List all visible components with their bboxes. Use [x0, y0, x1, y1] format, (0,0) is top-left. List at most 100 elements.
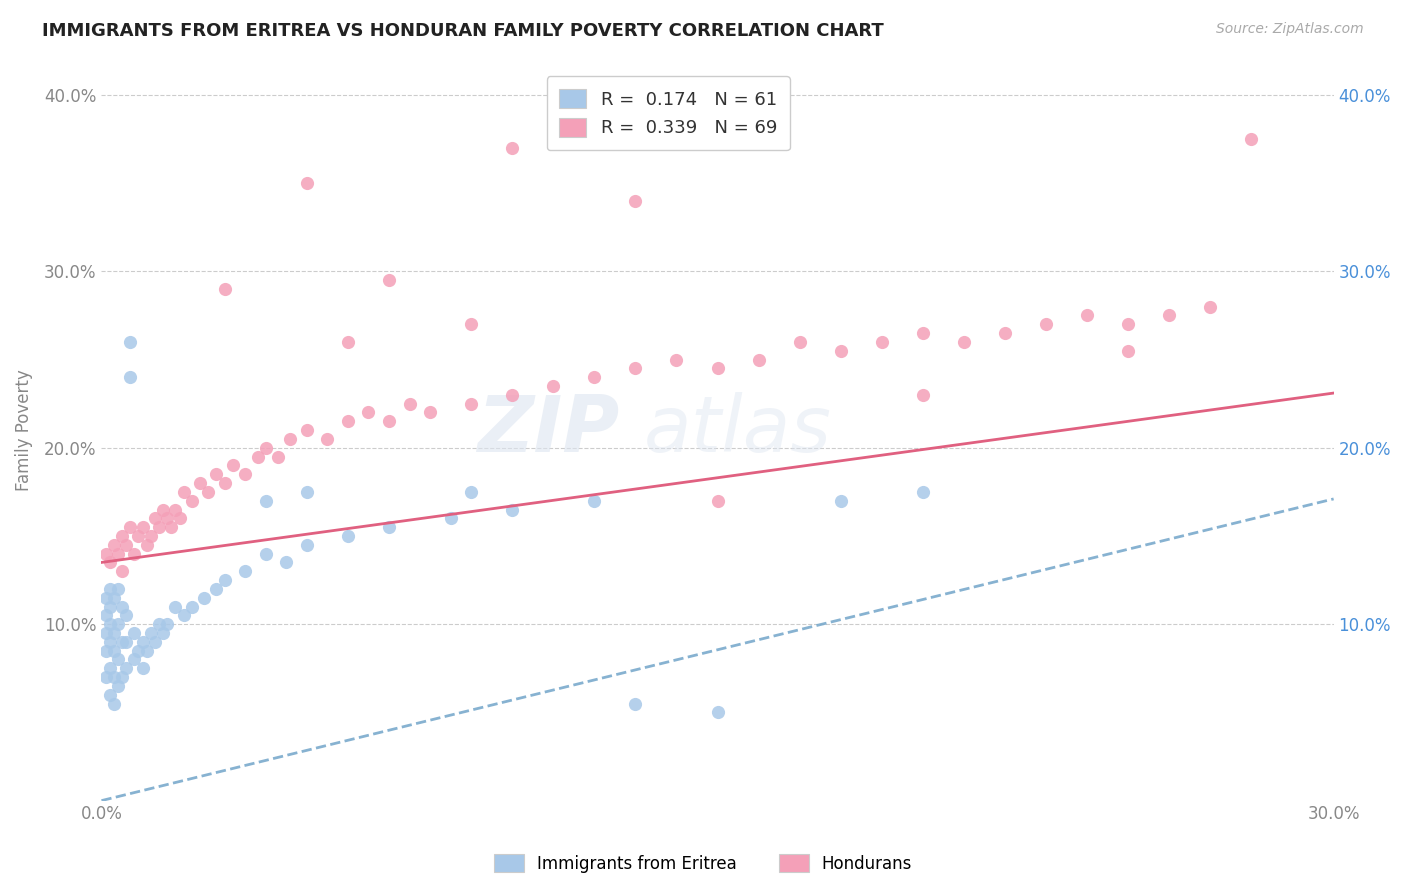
Point: [148, 617, 170, 632]
Point: [254, 441, 277, 455]
Point: [160, 520, 183, 534]
Point: [1199, 300, 1222, 314]
Point: [127, 529, 149, 543]
Point: [233, 467, 256, 482]
Point: [1035, 318, 1057, 332]
Point: [131, 520, 153, 534]
Point: [143, 511, 166, 525]
Text: ZIP: ZIP: [477, 392, 619, 468]
Point: [624, 361, 647, 376]
Point: [180, 493, 202, 508]
Point: [295, 484, 318, 499]
Point: [316, 432, 339, 446]
Point: [115, 661, 138, 675]
Point: [165, 502, 187, 516]
Point: [94, 591, 117, 605]
Point: [439, 511, 461, 525]
Text: atlas: atlas: [644, 392, 831, 468]
Point: [624, 194, 647, 208]
Point: [460, 397, 482, 411]
Point: [135, 538, 157, 552]
Point: [94, 643, 117, 657]
Point: [98, 582, 121, 596]
Point: [911, 326, 934, 340]
Point: [583, 370, 606, 384]
Point: [103, 538, 125, 552]
Point: [103, 591, 125, 605]
Point: [246, 450, 269, 464]
Point: [336, 414, 359, 428]
Point: [127, 643, 149, 657]
Point: [94, 670, 117, 684]
Point: [665, 352, 688, 367]
Point: [165, 599, 187, 614]
Point: [1240, 132, 1263, 146]
Point: [214, 282, 236, 296]
Point: [103, 670, 125, 684]
Point: [398, 397, 420, 411]
Point: [911, 388, 934, 402]
Point: [169, 511, 191, 525]
Point: [139, 626, 162, 640]
Point: [135, 643, 157, 657]
Point: [789, 334, 811, 349]
Y-axis label: Family Poverty: Family Poverty: [15, 369, 32, 491]
Point: [180, 599, 202, 614]
Point: [624, 697, 647, 711]
Point: [107, 652, 129, 666]
Point: [111, 599, 134, 614]
Point: [115, 635, 138, 649]
Point: [460, 484, 482, 499]
Point: [830, 343, 852, 358]
Point: [152, 502, 174, 516]
Point: [107, 582, 129, 596]
Point: [124, 547, 146, 561]
Point: [295, 176, 318, 190]
Point: [222, 458, 245, 473]
Point: [94, 547, 117, 561]
Point: [98, 635, 121, 649]
Point: [120, 334, 142, 349]
Text: Source: ZipAtlas.com: Source: ZipAtlas.com: [1216, 22, 1364, 37]
Point: [115, 538, 138, 552]
Point: [501, 502, 523, 516]
Point: [148, 520, 170, 534]
Point: [214, 476, 236, 491]
Point: [103, 643, 125, 657]
Point: [111, 564, 134, 578]
Point: [378, 520, 401, 534]
Point: [115, 608, 138, 623]
Legend: Immigrants from Eritrea, Hondurans: Immigrants from Eritrea, Hondurans: [486, 847, 920, 880]
Point: [111, 635, 134, 649]
Point: [543, 379, 565, 393]
Point: [120, 520, 142, 534]
Point: [124, 626, 146, 640]
Point: [280, 432, 302, 446]
Point: [139, 529, 162, 543]
Point: [214, 573, 236, 587]
Point: [205, 582, 228, 596]
Point: [131, 635, 153, 649]
Point: [98, 556, 121, 570]
Point: [870, 334, 893, 349]
Point: [267, 450, 290, 464]
Point: [254, 547, 277, 561]
Point: [107, 679, 129, 693]
Point: [98, 688, 121, 702]
Point: [583, 493, 606, 508]
Point: [103, 626, 125, 640]
Point: [378, 414, 401, 428]
Point: [501, 141, 523, 155]
Point: [205, 467, 228, 482]
Point: [419, 405, 441, 419]
Point: [748, 352, 770, 367]
Text: IMMIGRANTS FROM ERITREA VS HONDURAN FAMILY POVERTY CORRELATION CHART: IMMIGRANTS FROM ERITREA VS HONDURAN FAMI…: [42, 22, 884, 40]
Point: [336, 334, 359, 349]
Legend: R =  0.174   N = 61, R =  0.339   N = 69: R = 0.174 N = 61, R = 0.339 N = 69: [547, 76, 790, 150]
Point: [336, 529, 359, 543]
Point: [276, 556, 298, 570]
Point: [706, 493, 728, 508]
Point: [911, 484, 934, 499]
Point: [111, 529, 134, 543]
Point: [98, 599, 121, 614]
